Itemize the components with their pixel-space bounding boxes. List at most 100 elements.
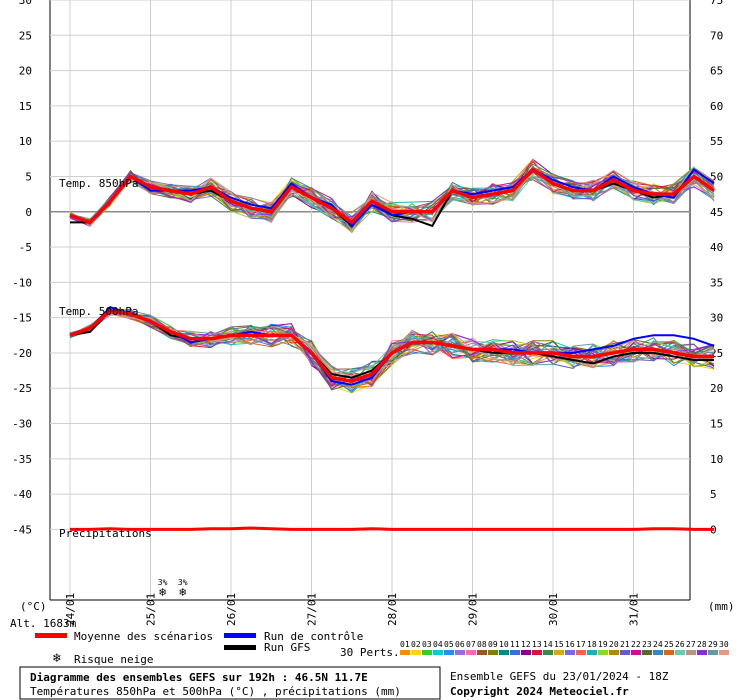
legend-gfs-swatch [224, 645, 256, 650]
pert-legend-id: 22 [631, 640, 641, 649]
series [69, 158, 716, 531]
legend-mean: Moyenne des scénarios [74, 630, 213, 643]
right-tick-label: 55 [710, 135, 723, 148]
left-unit: (°C) [20, 600, 47, 613]
pert-legend-swatch [488, 650, 498, 655]
left-axis-ticks: 30 25 20 15 10 5 0 -5 -10 -15 -20 -25 -30 -35 -40 -45 [12, 0, 32, 536]
pert-legend-id: 21 [620, 640, 630, 649]
left-tick-label: -10 [12, 276, 32, 289]
pert-legend-swatch [543, 650, 553, 655]
pert-legend-id: 20 [609, 640, 619, 649]
pert-legend-id: 01 [400, 640, 410, 649]
pert-legend-swatch [686, 650, 696, 655]
snowflake-icon: ❄ [159, 585, 166, 599]
pert-legend-id: 06 [455, 640, 465, 649]
chart-subtitle: Températures 850hPa et 500hPa (°C) , pré… [30, 685, 401, 698]
pert-legend-swatch [598, 650, 608, 655]
pert-legend-id: 27 [686, 640, 696, 649]
pert-legend-id: 29 [708, 640, 718, 649]
pert-legend-swatch [400, 650, 410, 655]
panel-label-t500: Temp. 500hPa [59, 305, 138, 318]
right-unit: (mm) [708, 600, 735, 613]
right-tick-label: 70 [710, 29, 723, 42]
left-tick-label: 0 [25, 206, 32, 219]
left-tick-label: 30 [19, 0, 32, 7]
chart-title: Diagramme des ensembles GEFS sur 192h : … [30, 671, 368, 684]
left-tick-label: -35 [12, 453, 32, 466]
pert-legend-swatch [708, 650, 718, 655]
pert-legend-id: 11 [510, 640, 520, 649]
right-tick-label: 20 [710, 382, 723, 395]
pert-legend-id: 19 [598, 640, 608, 649]
pert-legend-id: 15 [554, 640, 564, 649]
pert-legend-id: 25 [664, 640, 674, 649]
left-tick-label: 5 [25, 170, 32, 183]
grid [49, 0, 691, 601]
snowflake-icon: ❄ [179, 585, 186, 599]
legend-gfs: Run GFS [264, 641, 310, 654]
x-date-label: 31/01 [628, 593, 641, 626]
run-info: Ensemble GEFS du 23/01/2024 - 18Z [450, 670, 669, 683]
pert-legend-swatch [609, 650, 619, 655]
right-tick-label: 35 [710, 276, 723, 289]
legend-perts: 30 Perts. [340, 646, 400, 659]
pert-legend: 01 02 03 04 05 06 07 08 09 10 11 12 13 14 15 16 17 18 19 20… [400, 640, 729, 655]
pert-legend-swatch [554, 650, 564, 655]
title-box [19, 666, 441, 700]
precip-mean-line [70, 526, 714, 531]
pert-legend-swatch [521, 650, 531, 655]
pert-legend-swatch [675, 650, 685, 655]
left-tick-label: -15 [12, 312, 32, 325]
pert-legend-id: 10 [499, 640, 509, 649]
right-tick-label: 5 [710, 488, 717, 501]
right-tick-label: 60 [710, 100, 723, 113]
panel-label-t850: Temp. 850hPa [59, 177, 138, 190]
pert-legend-id: 05 [444, 640, 454, 649]
pert-legend-swatch [664, 650, 674, 655]
pert-legend-swatch [620, 650, 630, 655]
pert-legend-swatch [455, 650, 465, 655]
pert-legend-swatch [477, 650, 487, 655]
pert-legend-id: 02 [411, 640, 421, 649]
panel-label-precip: Précipitations [59, 527, 152, 540]
pert-legend-id: 17 [576, 640, 586, 649]
x-date-label: 30/01 [547, 593, 560, 626]
right-tick-label: 15 [710, 418, 723, 431]
pert-legend-swatch [565, 650, 575, 655]
left-tick-label: 10 [19, 135, 32, 148]
pert-line-850 [69, 171, 715, 227]
snow-risk-markers: 3%❄3%❄ [158, 578, 188, 599]
pert-legend-id: 24 [653, 640, 663, 649]
pert-legend-swatch [576, 650, 586, 655]
pert-legend-id: 09 [488, 640, 498, 649]
right-tick-label: 10 [710, 453, 723, 466]
altitude: Alt. 1683m [10, 617, 77, 630]
pert-legend-swatch [422, 650, 432, 655]
pert-legend-id: 18 [587, 640, 597, 649]
pert-legend-swatch [631, 650, 641, 655]
snow-risk-label: 3% [158, 578, 168, 587]
right-tick-label: 75 [710, 0, 723, 7]
snowflake-icon: ❄ [52, 651, 61, 666]
legend-control-swatch [224, 633, 256, 638]
x-date-label: 28/01 [386, 593, 399, 626]
x-date-label: 26/01 [225, 593, 238, 626]
left-tick-label: -45 [12, 523, 32, 536]
right-tick-label: 45 [710, 206, 723, 219]
pert-legend-swatch [532, 650, 542, 655]
pert-legend-swatch [411, 650, 421, 655]
left-tick-label: -5 [19, 241, 32, 254]
pert-legend-id: 30 [719, 640, 729, 649]
x-axis-dates: 24/01 25/01 26/01 27/01 28/01 29/01 30/01 31/01 [64, 593, 641, 626]
right-tick-label: 30 [710, 312, 723, 325]
pert-legend-id: 03 [422, 640, 432, 649]
left-tick-label: 20 [19, 65, 32, 78]
left-tick-label: -40 [12, 488, 32, 501]
left-tick-label: 25 [19, 29, 32, 42]
pert-legend-id: 28 [697, 640, 707, 649]
pert-legend-id: 16 [565, 640, 575, 649]
pert-legend-swatch [433, 650, 443, 655]
pert-legend-id: 14 [543, 640, 553, 649]
